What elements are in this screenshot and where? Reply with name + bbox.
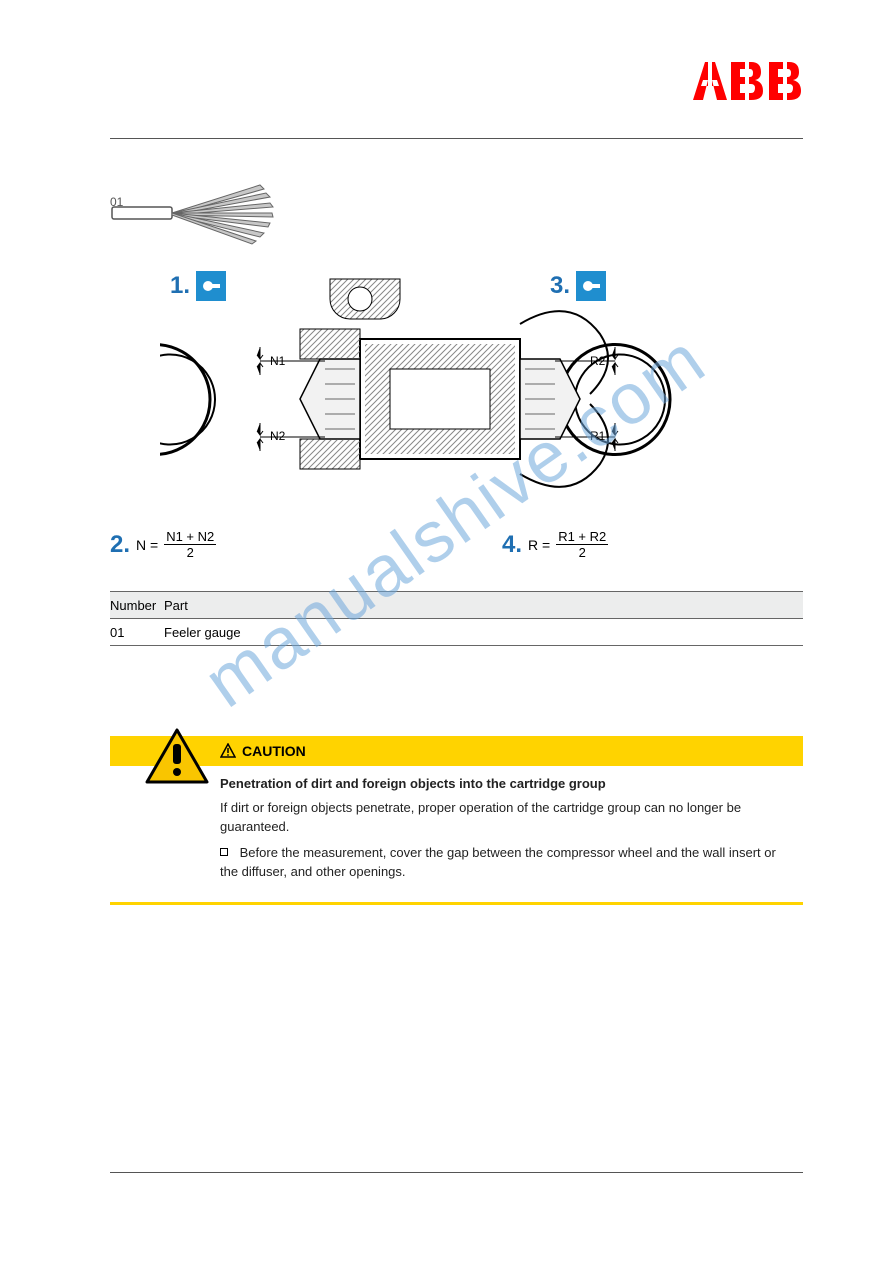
turbo-cross-section xyxy=(160,269,720,529)
formula-n-var: N = xyxy=(136,537,158,553)
formula-r-top: R1 + R2 xyxy=(556,529,608,545)
dim-n2: N2 xyxy=(270,429,285,443)
caution-body: Penetration of dirt and foreign objects … xyxy=(110,766,803,902)
formula-n-fraction: N1 + N2 2 xyxy=(164,529,216,560)
caution-bullet: Before the measurement, cover the gap be… xyxy=(220,845,776,880)
caution-body-text: If dirt or foreign objects penetrate, pr… xyxy=(220,798,793,837)
caution-header-bar: CAUTION xyxy=(110,736,803,766)
bullet-icon xyxy=(220,848,228,856)
parts-table: Number Part 01 Feeler gauge xyxy=(110,591,803,646)
dim-n1: N1 xyxy=(270,354,285,368)
formula-n-bot: 2 xyxy=(187,545,194,560)
warning-triangle-icon xyxy=(145,728,209,786)
formula-r-var: R = xyxy=(528,537,550,553)
table-header-row: Number Part xyxy=(110,592,803,618)
table-rule xyxy=(110,645,803,646)
dim-r1: R1 xyxy=(590,429,605,443)
divider-bottom xyxy=(110,1172,803,1173)
page: 01 1. 3. xyxy=(0,0,893,1263)
caution-body-title: Penetration of dirt and foreign objects … xyxy=(220,774,793,794)
measurement-diagram: 01 1. 3. xyxy=(110,179,803,579)
cell-number: 01 xyxy=(110,625,164,640)
cell-part: Feeler gauge xyxy=(164,625,803,640)
formula-r-bot: 2 xyxy=(579,545,586,560)
feeler-gauge-icon xyxy=(110,179,290,259)
table-row: 01 Feeler gauge xyxy=(110,619,803,645)
dim-r2: R2 xyxy=(590,354,605,368)
divider-top xyxy=(110,138,803,139)
formula-r-fraction: R1 + R2 2 xyxy=(556,529,608,560)
step-2-number: 2. xyxy=(110,531,130,559)
step-2: 2. N = N1 + N2 2 xyxy=(110,529,216,560)
caution-bottom-rule xyxy=(110,902,803,905)
abb-logo xyxy=(693,60,803,107)
formula-n-top: N1 + N2 xyxy=(164,529,216,545)
small-warning-icon xyxy=(220,743,236,759)
step-4-number: 4. xyxy=(502,531,522,559)
caution-label: CAUTION xyxy=(242,743,306,759)
caution-block: CAUTION Penetration of dirt and foreign … xyxy=(110,736,803,905)
step-4: 4. R = R1 + R2 2 xyxy=(502,529,608,560)
col-header-part: Part xyxy=(164,598,803,613)
col-header-number: Number xyxy=(110,598,164,613)
